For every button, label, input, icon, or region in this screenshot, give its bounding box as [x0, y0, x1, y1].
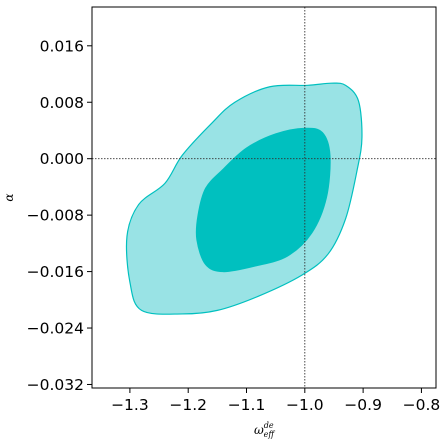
- plot-frame: [91, 6, 437, 389]
- x-tick-label: −1.2: [169, 396, 207, 414]
- x-tick-label: −1.1: [228, 396, 266, 414]
- y-tick-label: −0.008: [27, 207, 84, 225]
- contour-layer: [125, 82, 363, 315]
- y-tick-label: 0.000: [40, 150, 84, 168]
- y-tick-label: 0.008: [40, 94, 84, 112]
- reference-lines: [92, 7, 436, 388]
- inner-contour: [195, 127, 331, 273]
- y-tick-label: 0.016: [40, 37, 84, 55]
- y-tick-label: −0.024: [27, 320, 84, 338]
- y-axis-label: α: [2, 193, 16, 201]
- x-axis-label: ωde eff: [254, 421, 275, 439]
- x-tick-label: −0.9: [344, 396, 382, 414]
- y-tick-label: −0.016: [27, 263, 84, 281]
- y-tick-label: −0.032: [27, 376, 84, 394]
- x-tick-label: −1.0: [286, 396, 324, 414]
- x-axis-ticks: −1.3 −1.2 −1.1 −1.0 −0.9 −0.8: [111, 388, 440, 414]
- y-axis-ticks: 0.016 0.008 0.000 −0.008 −0.016 −0.024 −0.032: [27, 37, 92, 394]
- x-tick-label: −0.8: [403, 396, 441, 414]
- x-tick-label: −1.3: [111, 396, 149, 414]
